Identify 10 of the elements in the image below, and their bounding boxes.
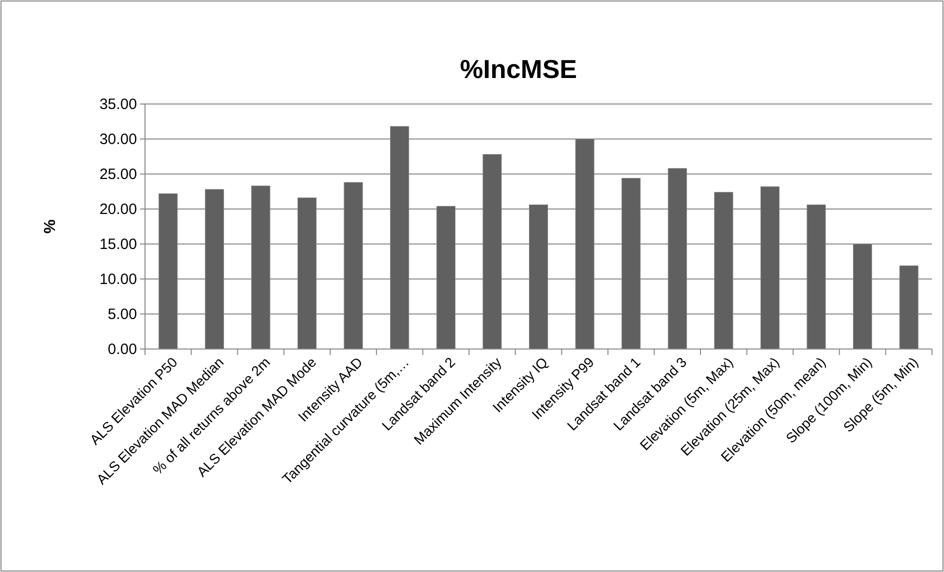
y-tick-label: 30.00	[99, 130, 137, 148]
y-tick-label: 10.00	[99, 270, 137, 288]
y-axis-title: %	[42, 219, 59, 234]
y-tick-label: 5.00	[108, 306, 137, 323]
y-tick-label: 35.00	[99, 96, 137, 113]
y-tick-label: 15.00	[99, 236, 137, 253]
y-tick-label: 25.00	[99, 166, 137, 183]
chart-title: %IncMSE	[460, 54, 578, 84]
y-tick-label: 0.00	[108, 340, 137, 358]
y-tick-label: 20.00	[99, 200, 137, 218]
